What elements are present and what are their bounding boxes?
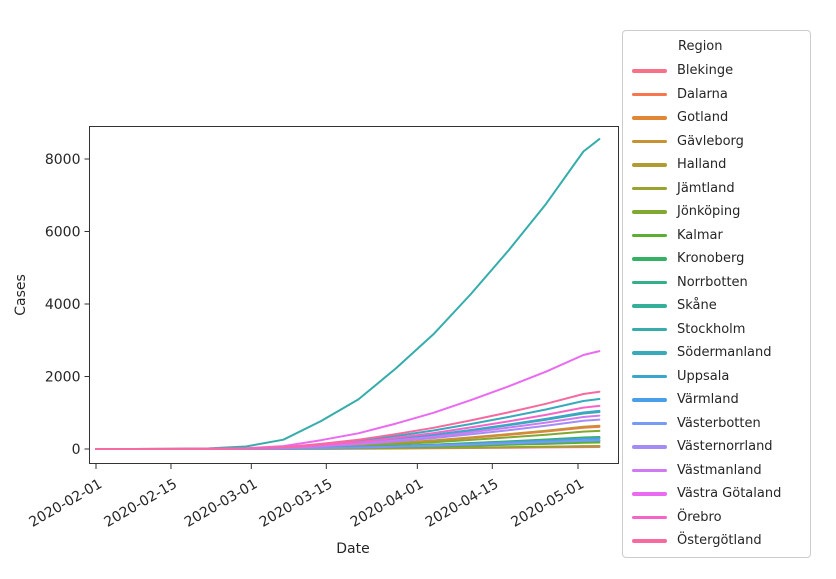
legend-item-västra-götaland: Västra Götaland — [623, 482, 810, 506]
legend-swatch — [632, 233, 667, 237]
legend-item-gotland: Gotland — [623, 106, 810, 130]
legend-item-halland: Halland — [623, 153, 810, 177]
x-tick-label: 2020-04-01 — [348, 476, 426, 531]
legend-swatch — [632, 492, 667, 496]
legend-label: Halland — [677, 157, 727, 173]
legend-item-värmland: Värmland — [623, 388, 810, 412]
legend-label: Norrbotten — [677, 274, 748, 290]
legend-swatch — [632, 468, 667, 472]
legend-label: Västra Götaland — [677, 486, 782, 502]
legend-item-kalmar: Kalmar — [623, 224, 810, 248]
legend-swatch — [632, 327, 667, 331]
legend-item-östergötland: Östergötland — [623, 529, 810, 553]
legend-label: Örebro — [677, 509, 722, 525]
y-tick-label: 0 — [72, 442, 81, 458]
legend-label: Blekinge — [677, 63, 734, 79]
x-tick-label: 2020-03-01 — [182, 476, 260, 531]
legend-label: Kronoberg — [677, 251, 745, 267]
y-tick-label: 8000 — [45, 152, 81, 168]
x-tick-label: 2020-03-15 — [257, 476, 335, 531]
legend-swatch — [632, 163, 667, 167]
x-axis-label: Date — [336, 541, 369, 557]
legend-label: Södermanland — [677, 345, 772, 361]
legend-item-norrbotten: Norrbotten — [623, 271, 810, 295]
legend-label: Dalarna — [677, 86, 728, 102]
legend-swatch — [632, 445, 667, 449]
legend-label: Stockholm — [677, 321, 746, 337]
legend-item-dalarna: Dalarna — [623, 83, 810, 107]
legend-label: Västernorrland — [677, 439, 773, 455]
legend-label: Västmanland — [677, 462, 762, 478]
legend-swatch — [632, 186, 667, 190]
x-tick-label: 2020-04-15 — [423, 476, 501, 531]
legend-swatch — [632, 421, 667, 425]
legend-item-västerbotten: Västerbotten — [623, 412, 810, 436]
legend-label: Uppsala — [677, 368, 730, 384]
series-line-stockholm — [95, 138, 601, 450]
y-tick-label: 2000 — [45, 370, 81, 386]
plot-frame — [89, 126, 619, 464]
legend-swatch — [632, 398, 667, 402]
legend-item-västernorrland: Västernorrland — [623, 435, 810, 459]
series-line-östergötland — [95, 390, 601, 450]
legend-item-södermanland: Södermanland — [623, 341, 810, 365]
legend-title: Region — [678, 39, 723, 54]
legend-label: Östergötland — [677, 533, 762, 549]
legend-swatch — [632, 92, 667, 96]
legend-swatch — [632, 280, 667, 284]
legend-item-västmanland: Västmanland — [623, 459, 810, 483]
legend-swatch — [632, 69, 667, 73]
legend-item-kronoberg: Kronoberg — [623, 247, 810, 271]
legend-label: Gotland — [677, 110, 729, 126]
y-axis-label: Cases — [13, 274, 29, 316]
legend-label: Kalmar — [677, 227, 723, 243]
legend-swatch — [632, 210, 667, 214]
legend-item-gävleborg: Gävleborg — [623, 130, 810, 154]
legend-swatch — [632, 515, 667, 519]
legend-item-blekinge: Blekinge — [623, 59, 810, 83]
legend-item-jämtland: Jämtland — [623, 177, 810, 201]
legend-label: Värmland — [677, 392, 739, 408]
legend-item-skåne: Skåne — [623, 294, 810, 318]
y-tick-label: 6000 — [45, 225, 81, 241]
legend-label: Gävleborg — [677, 133, 744, 149]
legend-swatch — [632, 351, 667, 355]
legend-label: Jämtland — [677, 180, 735, 196]
legend-swatch — [632, 374, 667, 378]
legend-item-jönköping: Jönköping — [623, 200, 810, 224]
legend: Region Blekinge Dalarna Gotland Gävleborg Ha… — [622, 30, 811, 558]
legend-item-stockholm: Stockholm — [623, 318, 810, 342]
y-tick-label: 4000 — [45, 297, 81, 313]
legend-swatch — [632, 539, 667, 543]
legend-item-örebro: Örebro — [623, 506, 810, 530]
legend-swatch — [632, 139, 667, 143]
legend-label: Jönköping — [677, 204, 741, 220]
legend-label: Skåne — [677, 298, 717, 314]
x-tick-label: 2020-05-01 — [509, 476, 587, 531]
x-tick-label: 2020-02-01 — [27, 476, 105, 531]
legend-label: Västerbotten — [677, 415, 761, 431]
legend-item-uppsala: Uppsala — [623, 365, 810, 389]
legend-swatch — [632, 116, 667, 120]
x-tick-label: 2020-02-15 — [102, 476, 180, 531]
legend-swatch — [632, 257, 667, 261]
legend-swatch — [632, 304, 667, 308]
